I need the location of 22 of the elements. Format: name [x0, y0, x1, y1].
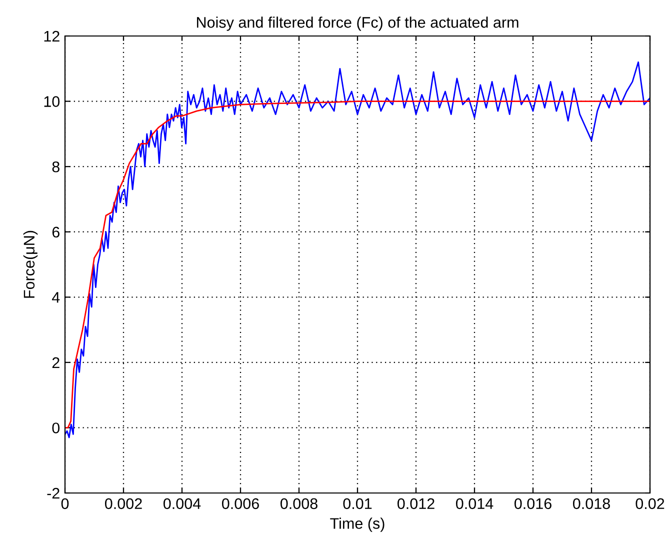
- y-tick-label: 8: [52, 161, 60, 172]
- y-tick-label: 10: [44, 96, 60, 107]
- y-tick-label: 4: [52, 292, 60, 303]
- x-tick-label: 0.006: [222, 498, 259, 510]
- x-tick-label: 0.004: [163, 498, 201, 510]
- x-tick-label: 0: [61, 498, 69, 510]
- x-tick-label: 0.01: [343, 498, 372, 510]
- x-tick-label: 0.008: [280, 498, 318, 510]
- y-tick-label: 0: [52, 422, 60, 434]
- x-axis-title: Time (s): [330, 518, 384, 532]
- x-tick-label: 0.002: [104, 498, 142, 510]
- y-tick-label: 12: [44, 30, 60, 42]
- y-tick-label: 2: [52, 357, 60, 368]
- x-tick-label: 0.02: [636, 498, 664, 510]
- x-tick-label: 0.012: [397, 498, 434, 510]
- y-axis-title: Force(μN): [23, 230, 38, 298]
- y-tick-label: 6: [52, 226, 60, 238]
- chart-title: Noisy and filtered force (Fc) of the actuated arm: [197, 16, 518, 31]
- x-tick-label: 0.016: [514, 498, 552, 510]
- x-tick-label: 0.014: [456, 498, 494, 510]
- y-tick-label: -2: [47, 488, 60, 499]
- x-tick-label: 0.018: [572, 498, 610, 510]
